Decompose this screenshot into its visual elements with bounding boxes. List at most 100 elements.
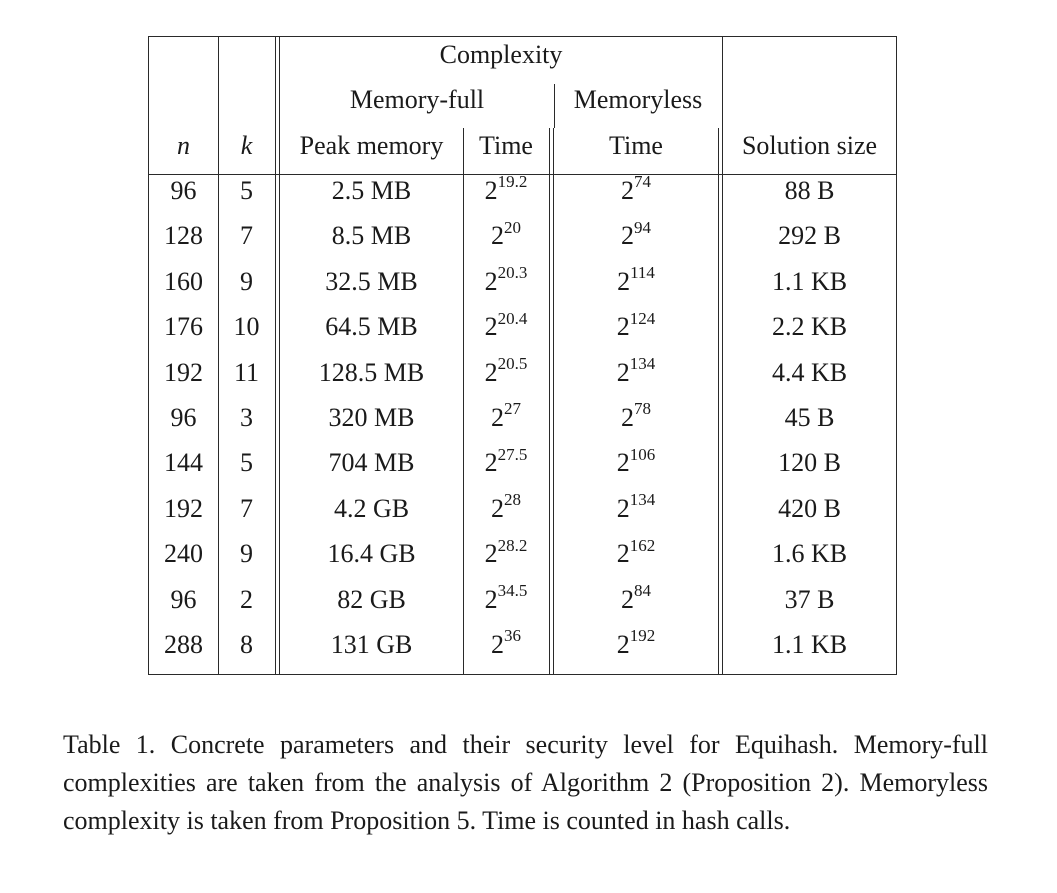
cell-time-memoryless: 278 — [554, 400, 718, 433]
power-base: 2 — [491, 403, 504, 432]
cell-k: 3 — [240, 403, 253, 432]
cell-k: 5 — [240, 448, 253, 478]
power-exponent: 134 — [629, 353, 656, 373]
cell-time-memory-full: 228 — [463, 491, 549, 524]
power-base: 2 — [491, 630, 504, 659]
cell-solution-size: 120 B — [778, 448, 841, 478]
cell-n: 192 — [164, 357, 203, 387]
power-exponent: 192 — [629, 626, 656, 646]
power-base: 2 — [621, 221, 634, 251]
col-divider-memfull-memless-header — [554, 84, 555, 128]
power-base: 2 — [484, 357, 498, 387]
power-base: 2 — [616, 448, 630, 478]
cell-time-memory-full: 228.2 — [463, 537, 549, 569]
cell-solution-size: 292 B — [778, 221, 841, 251]
cell-time-memoryless: 2124 — [554, 308, 718, 342]
cell-peak-memory: 131 GB — [330, 630, 413, 659]
cell-time-memoryless: 284 — [554, 582, 718, 615]
cell-k: 9 — [240, 539, 253, 569]
cell-solution-size: 1.1 KB — [771, 266, 848, 296]
cell-k: 7 — [240, 493, 253, 523]
cell-k: 10 — [233, 312, 260, 342]
col-divider-time-double-b — [553, 128, 554, 674]
power-exponent: 20.3 — [497, 263, 528, 283]
cell-time-memoryless: 2162 — [554, 535, 718, 569]
cell-peak-memory: 704 MB — [328, 448, 415, 478]
cell-time-memoryless: 2192 — [554, 627, 718, 660]
cell-k: 8 — [240, 630, 253, 659]
cell-peak-memory: 4.2 GB — [333, 493, 410, 523]
parameters-table: Complexity Memory-full Memoryless n k Pe… — [148, 36, 897, 675]
cell-time-memory-full: 227.5 — [463, 444, 549, 478]
power-base: 2 — [484, 584, 498, 614]
col-divider-k-double-b — [279, 37, 280, 674]
power-base: 2 — [484, 176, 498, 205]
power-exponent: 34.5 — [497, 580, 528, 600]
power-exponent: 27.5 — [497, 444, 528, 464]
power-base: 2 — [617, 266, 631, 296]
cell-n: 96 — [170, 403, 197, 432]
cell-solution-size: 1.1 KB — [771, 630, 848, 659]
cell-peak-memory: 8.5 MB — [331, 221, 412, 251]
cell-n: 128 — [164, 221, 203, 251]
header-time-memoryless: Time — [609, 131, 663, 160]
power-base: 2 — [616, 493, 630, 523]
cell-solution-size: 420 B — [778, 493, 841, 523]
header-memory-full: Memory-full — [349, 85, 485, 114]
power-base: 2 — [621, 584, 634, 614]
power-exponent: 106 — [629, 444, 656, 464]
col-divider-k-double-a — [275, 37, 276, 674]
col-divider-peak-time — [463, 128, 464, 674]
cell-time-memory-full: 220.3 — [463, 264, 549, 297]
cell-time-memory-full: 219.2 — [463, 173, 549, 206]
power-exponent: 36 — [504, 626, 521, 646]
cell-time-memoryless: 2134 — [554, 491, 718, 524]
power-base: 2 — [616, 630, 630, 659]
cell-solution-size: 4.4 KB — [771, 357, 848, 387]
cell-n: 160 — [164, 266, 203, 296]
power-exponent: 162 — [629, 535, 656, 555]
power-exponent: 84 — [634, 580, 651, 600]
header-complexity: Complexity — [439, 40, 563, 69]
header-k: k — [240, 131, 253, 160]
cell-peak-memory: 320 MB — [328, 403, 415, 432]
cell-peak-memory: 16.4 GB — [327, 539, 416, 569]
cell-n: 240 — [164, 539, 203, 569]
cell-n: 144 — [164, 448, 203, 478]
power-exponent: 94 — [634, 217, 651, 237]
power-exponent: 124 — [629, 308, 656, 328]
cell-solution-size: 45 B — [784, 403, 835, 432]
power-exponent: 28 — [504, 490, 521, 510]
cell-time-memory-full: 220.4 — [463, 310, 549, 342]
cell-peak-memory: 128.5 MB — [318, 357, 425, 387]
power-base: 2 — [484, 266, 498, 296]
cell-k: 7 — [240, 221, 253, 251]
power-exponent: 78 — [634, 399, 651, 419]
cell-peak-memory: 32.5 MB — [325, 266, 418, 296]
cell-solution-size: 1.6 KB — [771, 539, 848, 569]
cell-n: 192 — [164, 493, 203, 523]
header-n: n — [177, 131, 190, 160]
power-base: 2 — [491, 221, 504, 251]
cell-solution-size: 37 B — [784, 584, 835, 614]
power-exponent: 19.2 — [497, 172, 528, 192]
cell-k: 11 — [233, 357, 260, 387]
power-base: 2 — [491, 493, 504, 523]
power-exponent: 114 — [630, 263, 655, 283]
power-base: 2 — [484, 312, 498, 342]
cell-time-memoryless: 2106 — [554, 444, 718, 478]
power-base: 2 — [616, 312, 630, 342]
col-divider-memless-size-b — [722, 37, 723, 674]
cell-time-memoryless: 294 — [554, 217, 718, 251]
power-base: 2 — [621, 176, 634, 205]
power-exponent: 20.5 — [497, 353, 528, 373]
cell-solution-size: 2.2 KB — [771, 312, 848, 342]
cell-time-memoryless: 274 — [554, 173, 718, 206]
power-base: 2 — [616, 539, 630, 569]
cell-peak-memory: 2.5 MB — [331, 176, 412, 205]
cell-solution-size: 88 B — [784, 176, 835, 205]
power-base: 2 — [621, 403, 634, 432]
cell-k: 5 — [240, 176, 253, 205]
cell-k: 9 — [240, 266, 253, 296]
header-rule — [149, 174, 896, 175]
